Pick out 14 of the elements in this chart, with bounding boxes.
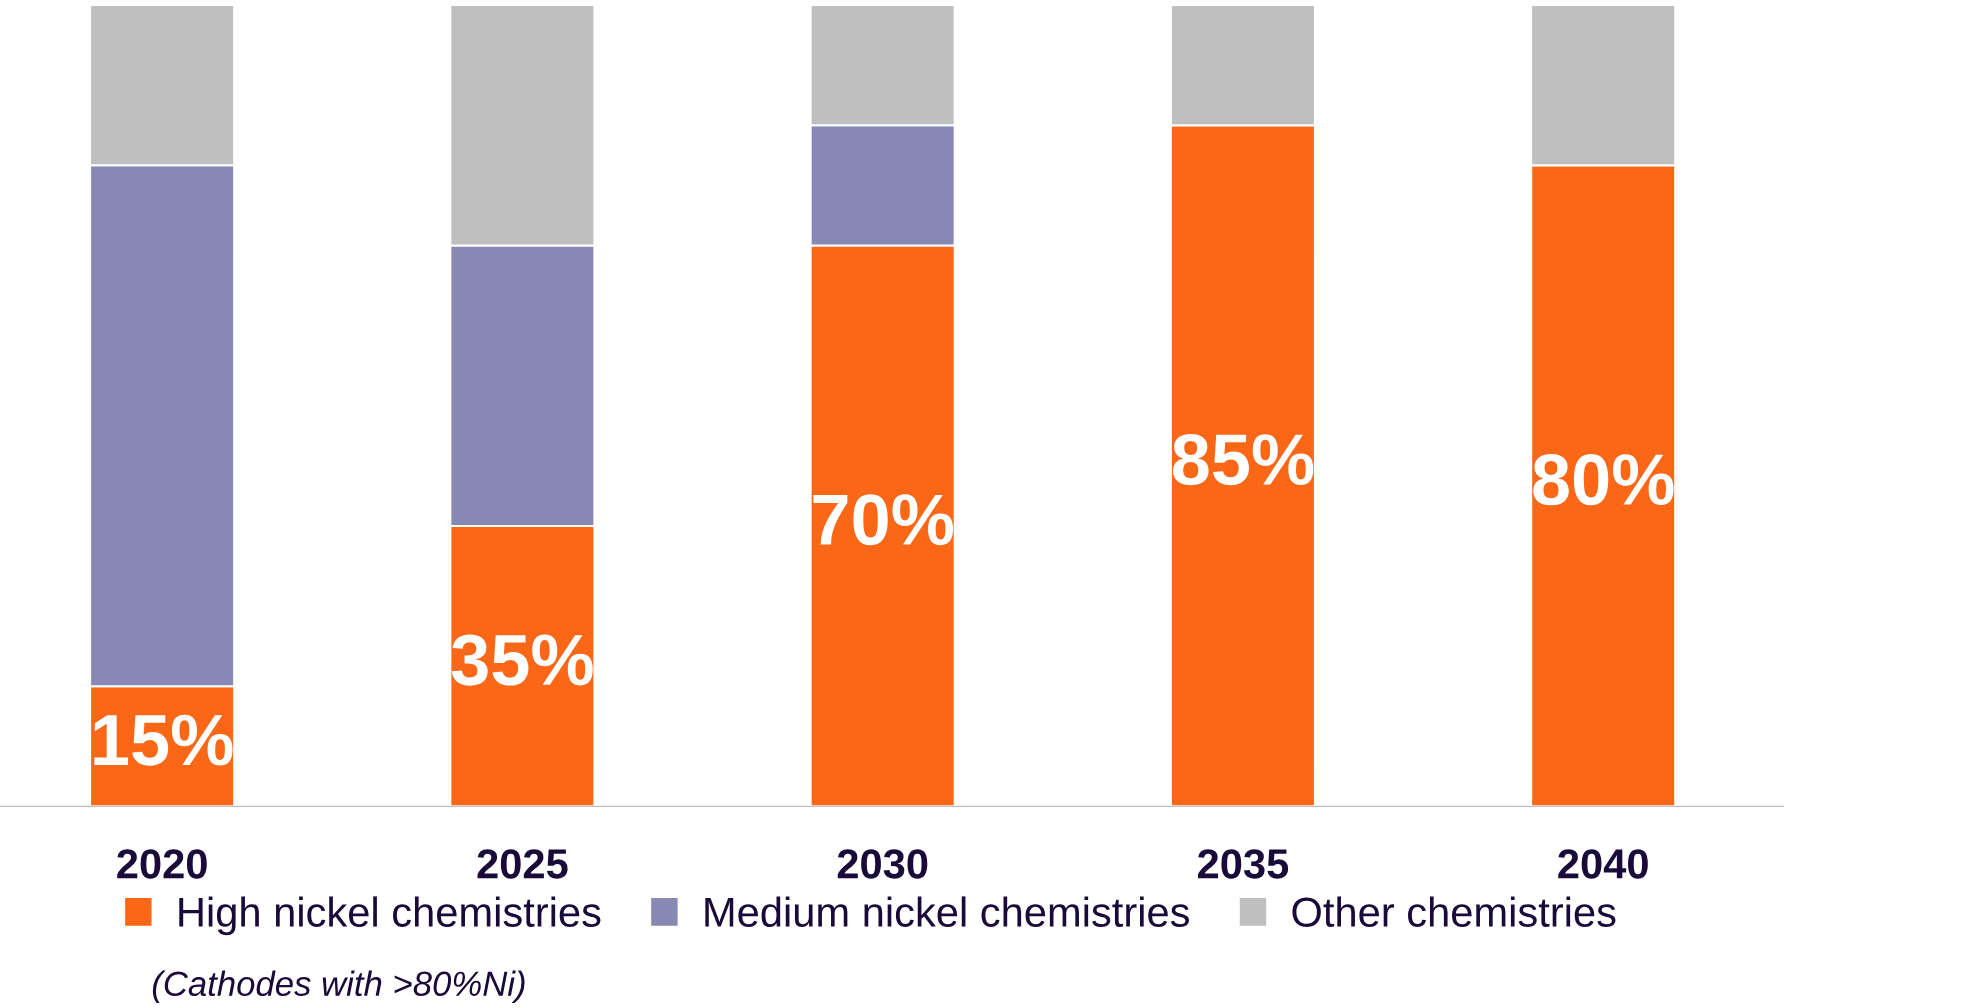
data-label: 35% <box>451 634 593 686</box>
data-label: 80% <box>1533 454 1674 506</box>
legend-label: High nickel chemistries <box>179 896 601 936</box>
x-tick-label: 2030 <box>837 849 928 879</box>
x-tick-label: 2020 <box>117 849 207 879</box>
x-tick-label: 2035 <box>1198 849 1289 879</box>
legend-label: Other chemistries <box>1292 896 1616 927</box>
x-tick-label: 2025 <box>477 849 568 879</box>
data-label: 70% <box>813 494 954 546</box>
data-label: 85% <box>1172 434 1314 486</box>
text: (Cathodes with >80%Ni) <box>152 970 525 1003</box>
x-tick-label: 2040 <box>1558 849 1648 879</box>
data-label: 15% <box>94 714 233 766</box>
legend-label: Medium nickel chemistries <box>705 896 1189 927</box>
